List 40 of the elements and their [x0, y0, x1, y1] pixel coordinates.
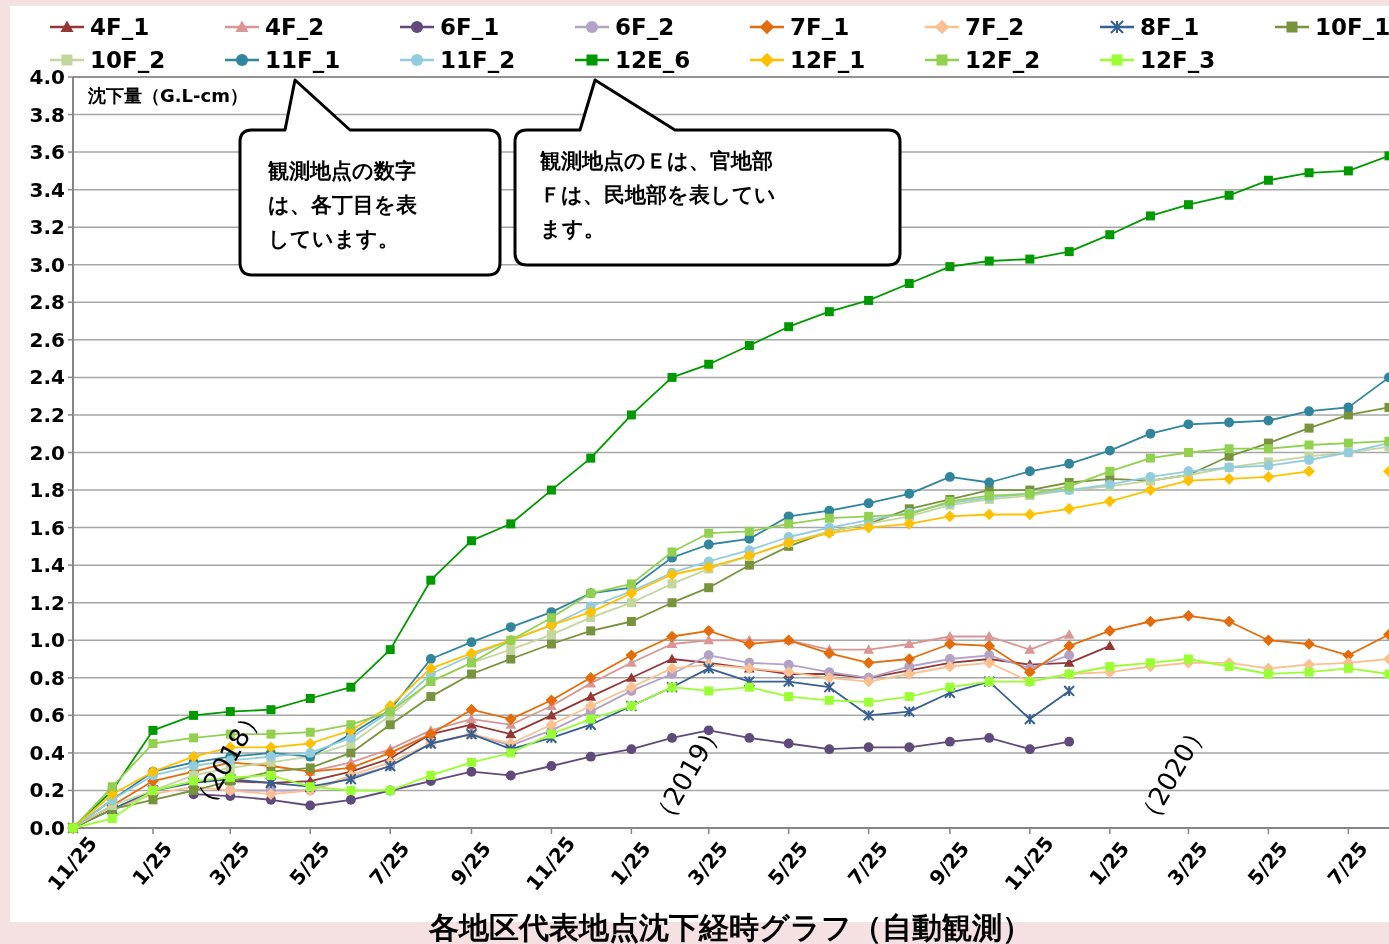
legend-label: 12E_6: [615, 47, 691, 73]
legend-label: 11F_1: [265, 47, 341, 73]
y-tick-label: 2.8: [29, 290, 65, 315]
y-tick-label: 0.0: [29, 816, 65, 840]
legend-label: 12F_2: [965, 47, 1041, 73]
legend-label: 12F_3: [1140, 47, 1216, 73]
y-tick-label: 0.6: [29, 703, 65, 728]
y-tick-label: 3.8: [29, 102, 65, 127]
y-tick-label: 3.4: [29, 177, 65, 202]
y-tick-label: 2.2: [29, 402, 65, 427]
legend-label: 6F_1: [440, 14, 500, 40]
legend-label: 10F_2: [90, 47, 166, 73]
y-axis-title: 沈下量（G.L-cm）: [87, 85, 248, 106]
y-tick-label: 2.0: [29, 440, 65, 465]
y-tick-label: 2.4: [29, 365, 65, 390]
legend-label: 6F_2: [615, 14, 675, 40]
y-tick-label: 4.0: [29, 65, 65, 89]
y-tick-label: 0.4: [29, 740, 65, 765]
y-tick-label: 1.4: [29, 553, 65, 578]
y-tick-label: 0.8: [29, 665, 65, 690]
y-tick-label: 3.6: [29, 140, 65, 165]
legend-label: 12F_1: [790, 47, 866, 73]
annotation: 観測地点のＥは、官地部Ｆは、民地部を表しています。: [539, 149, 776, 241]
legend-label: 4F_1: [90, 14, 150, 40]
y-tick-label: 1.8: [29, 478, 65, 503]
legend-label: 10F_1: [1315, 14, 1389, 40]
legend-label: 7F_1: [790, 14, 850, 40]
y-tick-label: 1.6: [29, 515, 65, 540]
text: 各地区代表地点沈下経時グラフ（自動観測）: [427, 910, 1032, 944]
legend-label: 4F_2: [265, 14, 325, 40]
legend-label: 11F_2: [440, 47, 516, 73]
y-tick-label: 0.2: [29, 778, 65, 803]
legend-label: 8F_1: [1140, 14, 1200, 40]
legend-label: 7F_2: [965, 14, 1025, 40]
y-tick-label: 3.0: [29, 252, 65, 277]
y-tick-label: 1.0: [29, 628, 65, 653]
annotation: 観測地点の数字は、各丁目を表しています。: [267, 159, 417, 251]
y-tick-label: 3.2: [29, 215, 65, 240]
y-tick-label: 1.2: [29, 590, 65, 615]
y-tick-label: 2.6: [29, 327, 65, 352]
